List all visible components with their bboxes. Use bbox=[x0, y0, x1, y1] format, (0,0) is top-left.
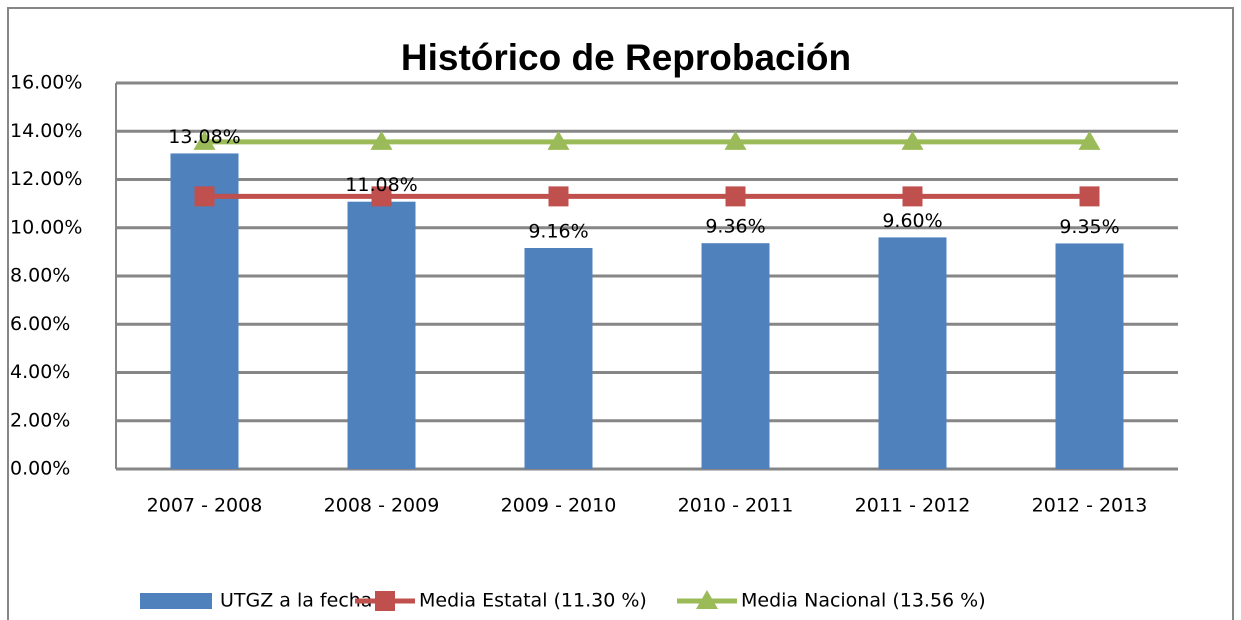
bar bbox=[878, 237, 947, 469]
marker bbox=[193, 130, 216, 150]
x-tick-label: 2012 - 2013 bbox=[1032, 495, 1148, 517]
x-tick-label: 2011 - 2012 bbox=[855, 495, 971, 517]
data-label: 9.35% bbox=[1059, 216, 1119, 238]
legend-label: UTGZ a la fecha bbox=[220, 590, 372, 612]
y-tick-label: 14.00% bbox=[10, 120, 82, 142]
x-tick-label: 2010 - 2011 bbox=[678, 495, 794, 517]
marker bbox=[548, 186, 569, 207]
data-label: 11.08% bbox=[345, 174, 417, 196]
y-tick-label: 0.00% bbox=[10, 458, 70, 480]
marker bbox=[1079, 186, 1100, 207]
legend-swatch bbox=[140, 593, 212, 609]
bar bbox=[701, 243, 770, 469]
data-label: 9.16% bbox=[528, 221, 588, 243]
x-tick-label: 2008 - 2009 bbox=[324, 495, 440, 517]
y-tick-label: 2.00% bbox=[10, 409, 70, 431]
marker bbox=[725, 186, 746, 207]
y-tick-label: 12.00% bbox=[10, 168, 82, 190]
y-tick-label: 16.00% bbox=[10, 72, 82, 94]
legend-marker bbox=[375, 591, 395, 611]
data-label: 13.08% bbox=[168, 126, 240, 148]
marker bbox=[901, 130, 924, 150]
marker bbox=[724, 130, 747, 150]
x-tick-label: 2007 - 2008 bbox=[147, 495, 263, 517]
marker bbox=[547, 130, 570, 150]
marker bbox=[371, 186, 392, 207]
x-tick-label: 2009 - 2010 bbox=[501, 495, 617, 517]
bar bbox=[524, 248, 593, 469]
chart-frame bbox=[7, 7, 1234, 620]
chart-title: Histórico de Reprobación bbox=[401, 37, 851, 78]
bar bbox=[1055, 243, 1124, 469]
legend-label: Media Estatal (11.30 %) bbox=[419, 590, 647, 612]
y-tick-label: 4.00% bbox=[10, 361, 70, 383]
data-label: 9.36% bbox=[705, 216, 765, 238]
y-tick-label: 8.00% bbox=[10, 265, 70, 287]
marker bbox=[902, 186, 923, 207]
marker bbox=[1078, 130, 1101, 150]
legend-marker bbox=[696, 590, 718, 609]
marker bbox=[370, 130, 393, 150]
data-label: 9.60% bbox=[882, 210, 942, 232]
y-tick-label: 6.00% bbox=[10, 313, 70, 335]
legend-label: Media Nacional (13.56 %) bbox=[741, 590, 986, 612]
y-tick-label: 10.00% bbox=[10, 216, 82, 238]
marker bbox=[194, 186, 215, 207]
bar bbox=[347, 201, 416, 469]
